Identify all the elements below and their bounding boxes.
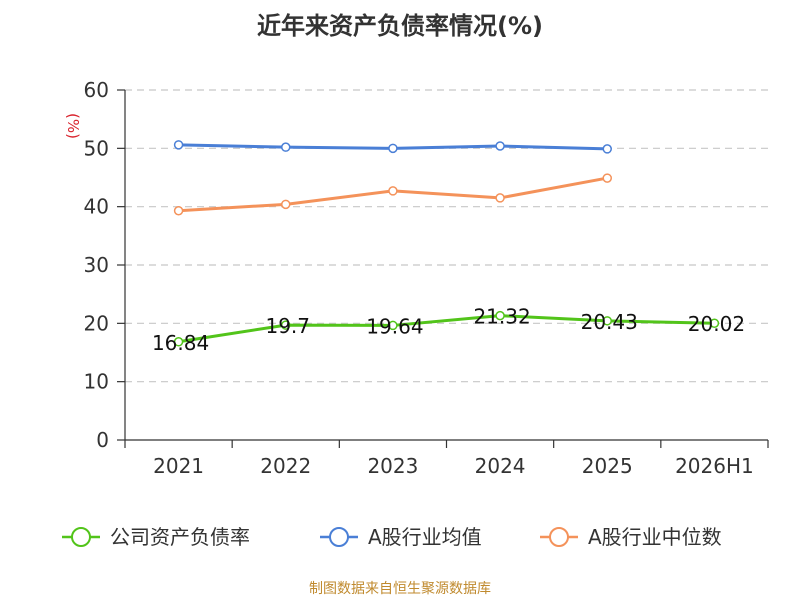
y-tick-label: 60 — [84, 78, 109, 102]
series-line — [178, 314, 715, 344]
legend-swatch-marker — [549, 527, 569, 547]
grid-lines — [125, 89, 768, 383]
data-label: 19.64 — [366, 314, 423, 338]
data-label: 20.43 — [581, 310, 638, 334]
x-tick-label: 2023 — [367, 454, 418, 478]
legend-swatch-marker — [71, 527, 91, 547]
data-label: 19.7 — [265, 314, 310, 338]
data-point — [281, 320, 291, 330]
data-label: 20.02 — [688, 312, 745, 336]
legend-label: A股行业中位数 — [588, 525, 722, 549]
data-point — [173, 140, 184, 150]
data-point — [281, 199, 291, 210]
legend-label: A股行业均值 — [368, 525, 482, 549]
x-tick-label: 2025 — [582, 454, 633, 478]
data-point — [495, 193, 505, 203]
y-tick-label: 20 — [84, 311, 109, 335]
x-tick-label: 2024 — [475, 454, 526, 478]
y-tick-label: 30 — [84, 253, 109, 277]
chart-title: 近年来资产负债率情况(%) — [257, 12, 543, 40]
data-label: 21.32 — [473, 305, 530, 329]
x-tick-label: 2022 — [260, 454, 311, 478]
legend-label: 公司资产负债率 — [110, 525, 250, 549]
data-labels: 16.84 19.7 19.64 21.32 20.43 20.02 — [152, 305, 745, 355]
data-point — [281, 142, 291, 152]
x-tick-label: 2021 — [153, 454, 204, 478]
x-tick-label: 2026H1 — [675, 454, 754, 478]
y-tick-label: 10 — [84, 370, 109, 394]
data-point — [709, 318, 720, 328]
y-axis-label: (%) — [64, 113, 82, 139]
data-point — [602, 144, 612, 154]
data-point — [388, 320, 398, 331]
axes: 0 10 20 30 40 50 60 2021 2022 2023 2024 2025 2026H1 — [84, 78, 769, 478]
series-lines — [173, 140, 720, 347]
data-point — [173, 337, 184, 347]
data-point — [602, 316, 612, 326]
y-tick-label: 0 — [96, 428, 109, 452]
y-tick-label: 50 — [84, 136, 109, 160]
legend-swatch-marker — [329, 527, 349, 547]
data-point — [388, 186, 398, 196]
data-point — [495, 310, 505, 321]
data-point — [173, 206, 184, 216]
data-point — [388, 143, 398, 154]
data-label: 16.84 — [152, 331, 209, 355]
y-tick-label: 40 — [84, 195, 109, 219]
data-point — [602, 173, 612, 183]
data-point — [495, 141, 505, 151]
source-note: 制图数据来自恒生聚源数据库 — [309, 581, 491, 597]
legend: 公司资产负债率 A股行业均值 A股行业中位数 — [62, 525, 722, 549]
